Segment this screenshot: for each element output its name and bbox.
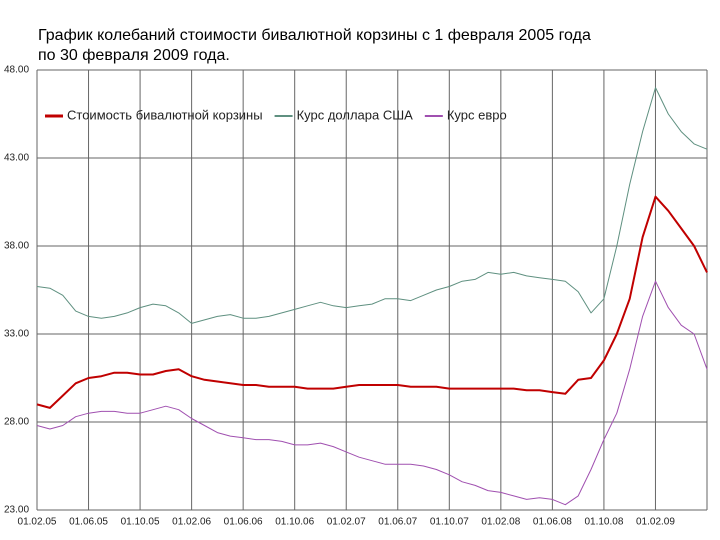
x-tick-label: 01.02.09 [636, 517, 675, 528]
x-tick-label: 01.02.07 [327, 517, 366, 528]
x-tick-label: 01.02.06 [172, 517, 211, 528]
x-tick-label: 01.10.07 [430, 517, 469, 528]
legend-label: Курс доллара США [297, 107, 414, 122]
x-tick-label: 01.10.05 [121, 517, 160, 528]
series-line [36, 87, 708, 324]
y-tick-label: 38.00 [4, 241, 29, 252]
x-tick-label: 01.06.06 [224, 517, 263, 528]
x-tick-label: 01.10.08 [584, 517, 623, 528]
y-tick-label: 33.00 [4, 329, 29, 340]
y-tick-label: 28.00 [4, 417, 29, 428]
series-line [36, 280, 708, 506]
legend-label: Стоимость бивалютной корзины [67, 107, 263, 122]
x-tick-label: 01.06.05 [69, 517, 108, 528]
series-line [36, 195, 708, 409]
chart-title: График колебаний стоимости бивалютной ко… [38, 26, 598, 66]
x-tick-label: 01.10.06 [275, 517, 314, 528]
x-tick-label: 01.06.08 [533, 517, 572, 528]
x-tick-label: 01.02.05 [18, 517, 57, 528]
y-tick-label: 43.00 [4, 153, 29, 164]
y-tick-label: 48.00 [4, 65, 29, 76]
x-tick-label: 01.02.08 [481, 517, 520, 528]
y-tick-label: 23.00 [4, 505, 29, 516]
legend-label: Курс евро [447, 107, 507, 122]
x-tick-label: 01.06.07 [378, 517, 417, 528]
